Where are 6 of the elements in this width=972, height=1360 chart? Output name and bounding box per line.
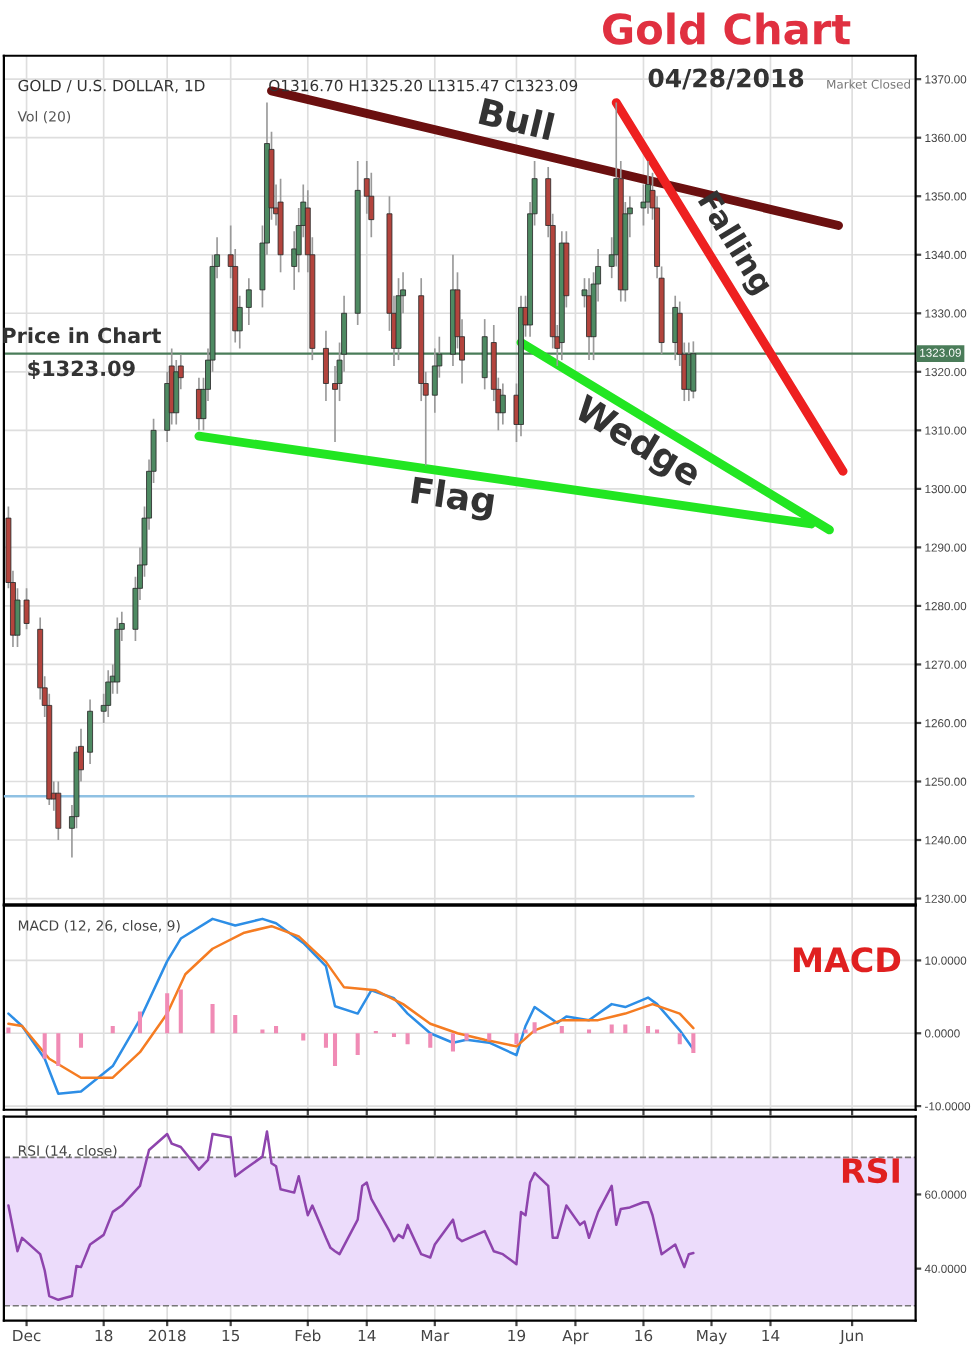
- annotation: MACD: [793, 947, 901, 973]
- text: Flag: [410, 475, 496, 522]
- chart-title: Gold Chart: [603, 12, 851, 45]
- chart-subtitle: 04/28/2018: [648, 68, 804, 90]
- text: Bull: [478, 96, 555, 141]
- annotation: RSI: [842, 1157, 899, 1184]
